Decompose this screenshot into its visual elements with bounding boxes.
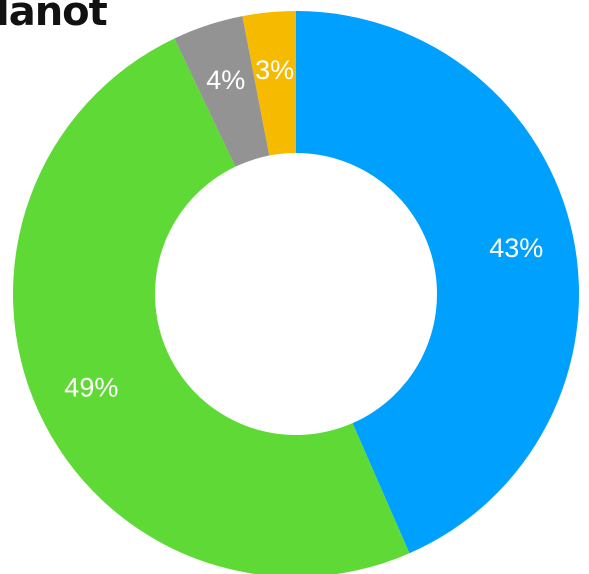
donut-slice-3pct (242, 11, 296, 156)
chart-title: lanot (0, 0, 108, 35)
donut-slice-4pct (174, 16, 270, 167)
slice-label-3pct: 3% (255, 55, 294, 85)
slice-label-43pct: 43% (489, 233, 543, 263)
slice-label-4pct: 4% (206, 65, 245, 95)
donut-slice-43pct (296, 11, 579, 554)
donut-slice-49pct (13, 38, 410, 574)
slice-label-49pct: 49% (64, 372, 118, 402)
